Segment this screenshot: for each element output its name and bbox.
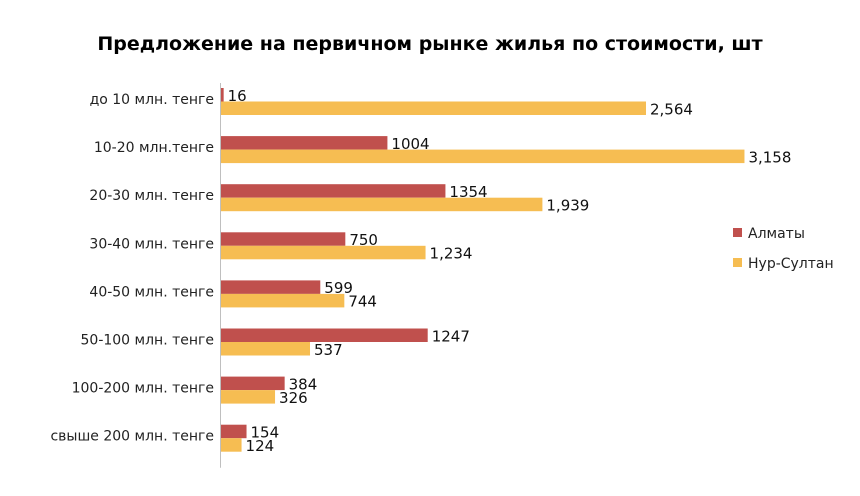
category-label: 100-200 млн. тенге [72, 381, 214, 397]
legend-swatch [733, 228, 742, 237]
bar [221, 101, 647, 115]
bar [221, 376, 285, 391]
data-label: 1,234 [430, 245, 473, 263]
bar [221, 390, 276, 404]
legend: Алматы Нур-Султан [733, 226, 834, 272]
data-label: 750 [349, 231, 378, 249]
data-label: 124 [246, 437, 275, 455]
bar [221, 424, 247, 439]
data-label: 16 [228, 87, 247, 105]
bars [221, 88, 745, 452]
bar [221, 438, 242, 452]
category-label: до 10 млн. тенге [90, 92, 214, 108]
category-label: 30-40 млн. тенге [89, 236, 214, 252]
category-label: 10-20 млн.тенге [94, 140, 214, 156]
data-label: 2,564 [650, 100, 693, 118]
category-label: 50-100 млн. тенге [81, 333, 215, 349]
data-label: 3,158 [748, 148, 791, 166]
data-label: 1354 [449, 183, 487, 201]
legend-label: Нур-Султан [748, 256, 834, 272]
bar [221, 245, 426, 260]
bar [221, 197, 543, 212]
legend-swatch [733, 258, 742, 267]
data-label: 1,939 [546, 196, 589, 214]
data-label: 1247 [432, 327, 470, 345]
data-label: 537 [314, 341, 343, 359]
bar [221, 280, 321, 294]
bar [221, 328, 428, 342]
category-labels: до 10 млн. тенге 10-20 млн.тенге 20-30 млн… [50, 92, 214, 445]
chart-title: Предложение на первичном рынке жилья по … [97, 33, 762, 55]
data-label: 326 [279, 389, 308, 407]
data-label: 384 [289, 375, 318, 393]
bar [221, 149, 745, 164]
category-label: 40-50 млн. тенге [89, 284, 214, 300]
bar [221, 184, 446, 198]
bar [221, 88, 224, 102]
category-label: свыше 200 млн. тенге [50, 429, 214, 445]
data-label: 1004 [391, 135, 429, 153]
category-label: 20-30 млн. тенге [89, 188, 214, 204]
bar [221, 342, 311, 356]
bar [221, 232, 346, 246]
bar [221, 293, 345, 308]
data-label: 154 [251, 423, 280, 441]
bar [221, 136, 388, 150]
data-label: 599 [324, 279, 353, 297]
data-label: 744 [348, 293, 377, 311]
legend-label: Алматы [748, 226, 805, 242]
